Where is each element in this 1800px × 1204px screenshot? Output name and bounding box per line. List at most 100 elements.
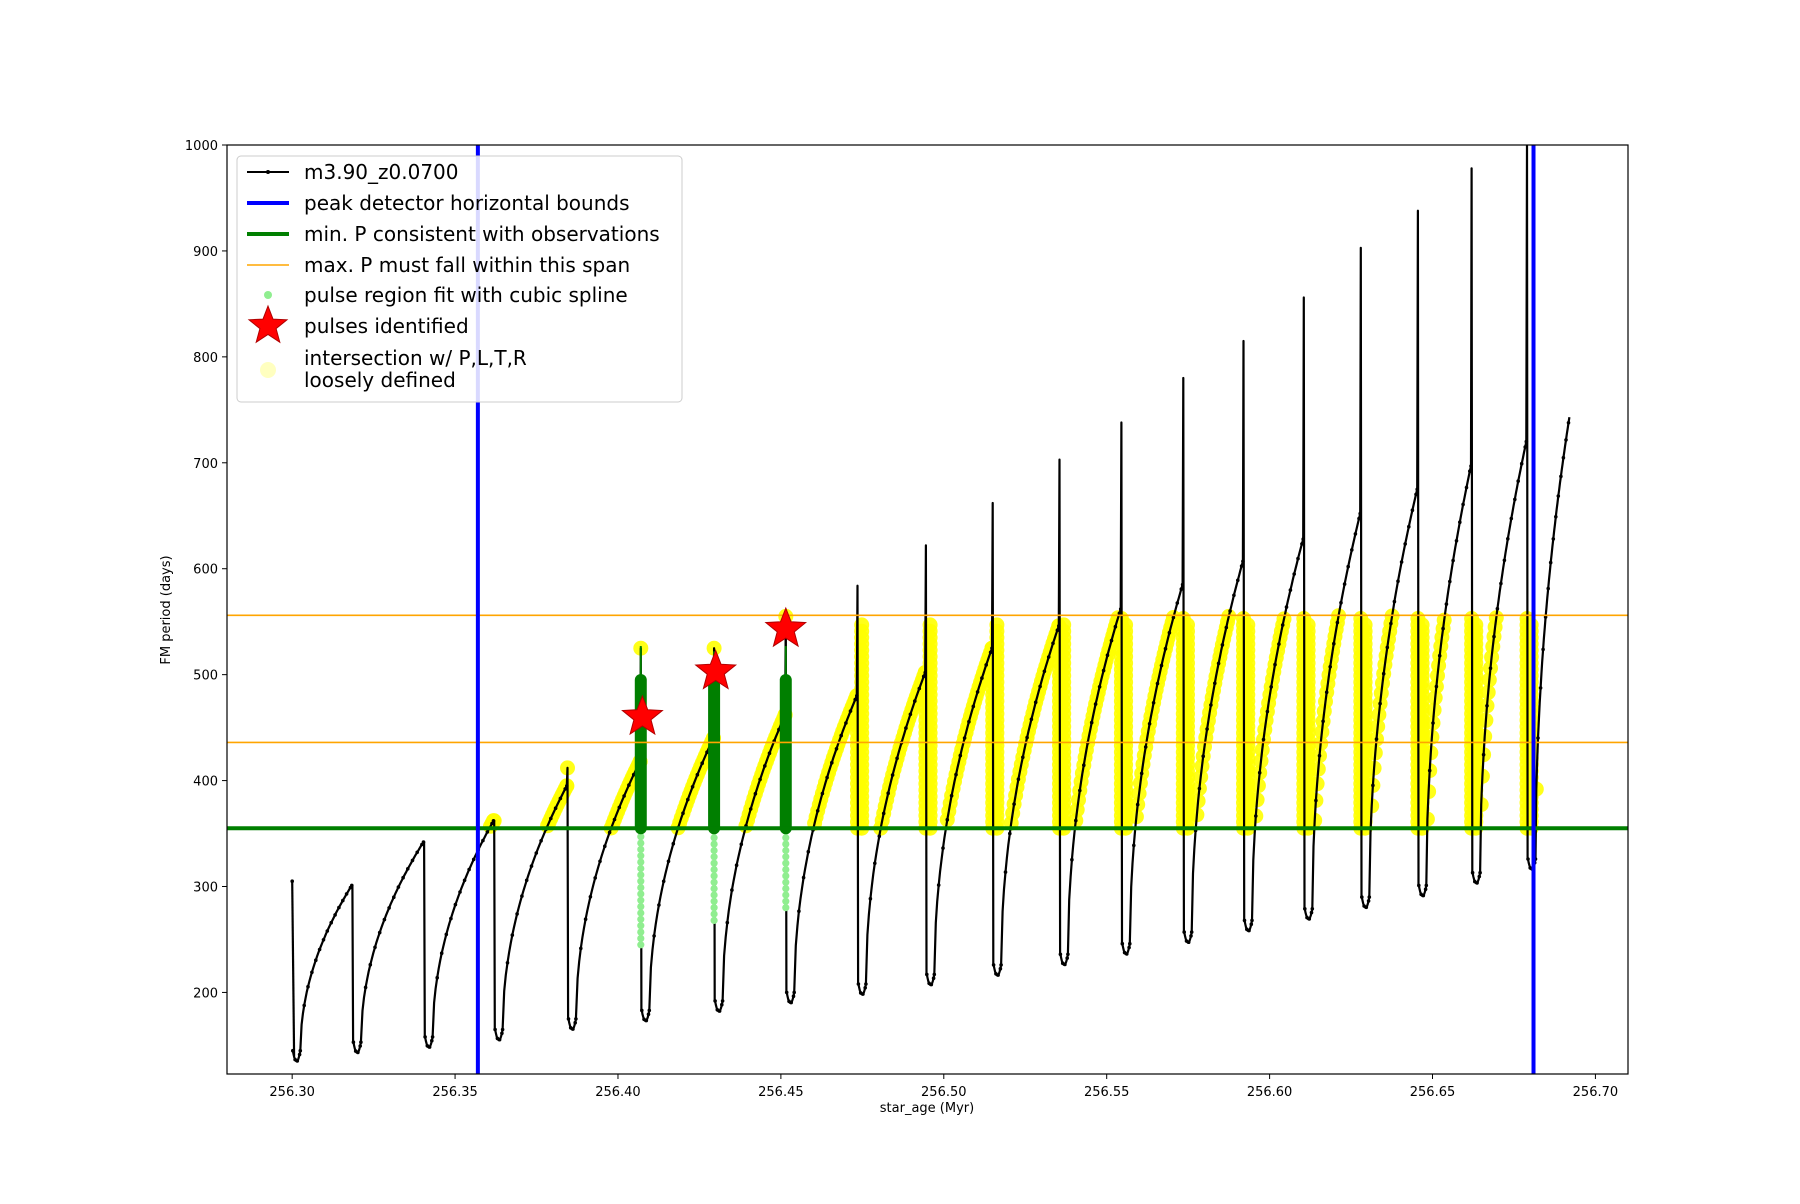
track-point-5-24 [396,885,401,889]
track-point-52-9 [1423,887,1428,892]
legend-label-4: pulse region fit with cubic spline [304,283,628,307]
track-segment-24 [855,584,860,985]
track-point-49-9 [1366,899,1371,903]
track-segment-45 [1302,296,1306,909]
track-point-23-39 [853,697,857,702]
track-point-59-3 [1536,736,1540,740]
track-point-32-18 [1025,735,1029,740]
track-point-47-9 [1321,719,1325,724]
track-point-26-27 [904,726,908,730]
track-point-16-6 [644,1018,649,1023]
track-point-17-36 [705,750,709,754]
track-point-50-27 [1399,560,1404,564]
track-point-23-33 [844,721,848,725]
track-point-59-6 [1538,686,1543,690]
track-point-17-12 [666,859,671,864]
intersection-point-977 [1357,617,1373,633]
track-point-41-27 [1224,625,1229,630]
track-point-37-0 [1120,941,1125,946]
track-point-8-27 [471,857,476,862]
track-point-2-9 [310,970,314,975]
track-point-1-6 [295,1059,300,1063]
track-point-53-27 [1454,539,1459,543]
spline-point-0-341 [637,839,645,847]
track-point-41-39 [1239,564,1244,568]
track-point-1-0 [291,1048,295,1053]
track-point-4-0 [351,1040,356,1044]
track-point-25-9 [863,986,867,990]
track-point-5-27 [401,875,405,880]
track-point-2-15 [317,947,322,952]
track-point-54-0 [1469,464,1473,468]
track-point-35-9 [1078,788,1082,793]
track-point-11-30 [549,816,553,821]
track-point-48-0 [1358,511,1362,516]
track-point-50-39 [1414,492,1418,497]
track-point-56-6 [1485,704,1489,708]
track-point-56-30 [1513,497,1517,502]
track-point-2-3 [302,1003,307,1008]
track-point-44-36 [1296,556,1300,561]
track-point-19-0 [713,999,717,1003]
track-point-59-18 [1548,560,1553,565]
track-point-11-33 [553,806,558,810]
track-point-11-21 [534,851,539,855]
legend-marker-track-dot [266,170,270,174]
track-point-8-3 [435,975,440,980]
track-point-53-12 [1437,653,1442,658]
track-point-14-27 [617,805,622,810]
track-point-49-0 [1360,895,1364,899]
track-point-17-30 [695,772,700,777]
track-point-23-36 [848,709,853,713]
track-point-29-30 [975,690,980,694]
track-point-35-36 [1113,624,1118,629]
plot-area [227,145,1628,1074]
track-point-35-24 [1097,685,1102,689]
track-point-2-24 [329,920,334,925]
track-point-32-6 [1008,831,1012,836]
track-point-56-36 [1519,461,1524,466]
track-point-50-15 [1385,645,1390,650]
track-point-19-9 [720,1002,724,1007]
track-point-41-30 [1228,609,1232,613]
track-point-26-15 [886,791,890,795]
intersection-point-1044 [1414,617,1430,633]
spline-point-2-286 [782,897,790,905]
legend-label-1: peak detector horizontal bounds [304,191,630,215]
track-point-29-21 [962,736,967,740]
track-point-20-6 [730,888,734,892]
track-point-11-15 [524,878,529,883]
spline-point-0-281 [637,903,645,911]
track-point-50-9 [1378,701,1382,706]
track-point-50-21 [1392,599,1397,604]
track-point-10-9 [500,1031,504,1036]
track-point-56-33 [1516,479,1520,483]
track-point-41-15 [1209,703,1213,707]
track-point-20-9 [734,863,739,867]
track-point-29-6 [941,846,945,850]
intersection-point-910 [1300,617,1316,633]
track-point-26-21 [895,756,899,761]
track-segment-59 [1534,417,1571,860]
track-point-44-33 [1292,572,1296,576]
track-point-17-24 [686,797,690,802]
track-point-43-0 [1242,918,1247,923]
spline-point-0-347 [637,833,645,841]
x-tick-label-7: 256.65 [1410,1085,1456,1100]
track-point-2-33 [341,898,345,903]
track-point-14-0 [574,1017,578,1021]
track-point-55-6 [1475,881,1479,885]
track-point-11-9 [515,912,519,916]
spline-point-0-251 [637,934,645,943]
track-point-46-0 [1303,907,1307,911]
track-point-52-0 [1417,883,1421,888]
track-point-23-30 [839,733,843,738]
track-point-23-21 [825,775,829,780]
track-point-50-30 [1403,542,1407,546]
track-point-29-18 [958,753,963,758]
track-point-44-9 [1261,737,1266,742]
track-point-8-9 [444,932,449,937]
track-point-35-0 [1066,952,1070,957]
track-point-8-36 [485,830,490,834]
track-point-50-36 [1410,508,1415,512]
